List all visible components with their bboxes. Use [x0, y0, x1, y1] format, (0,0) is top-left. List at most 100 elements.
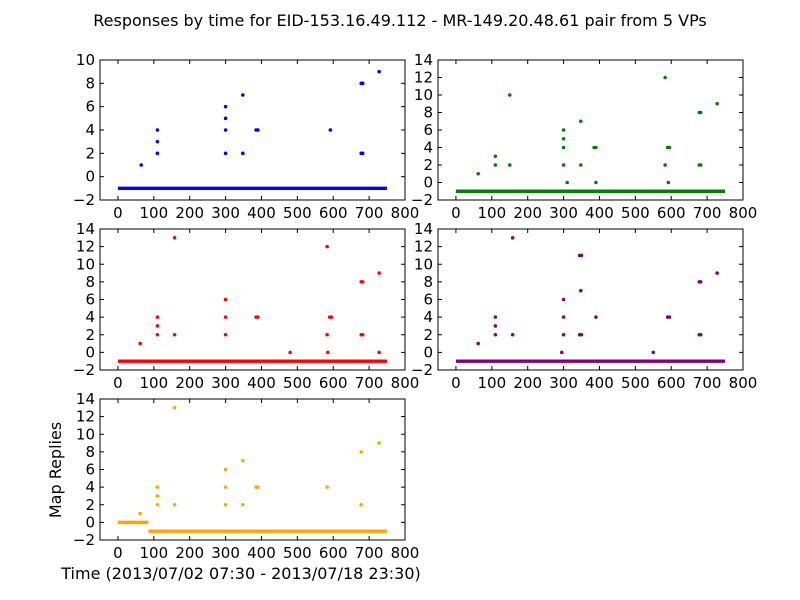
- data-point: [241, 502, 245, 507]
- y-tick-label: 8: [85, 273, 95, 291]
- y-tick-label: −2: [411, 191, 433, 209]
- data-point: [667, 315, 672, 319]
- data-point: [155, 151, 160, 156]
- x-tick-label: 100: [478, 204, 507, 222]
- y-tick-label: 8: [423, 273, 433, 291]
- x-tick-label: 200: [175, 544, 204, 562]
- x-tick-label: 300: [211, 204, 240, 222]
- data-point: [359, 450, 364, 454]
- data-point: [139, 163, 144, 167]
- data-point: [493, 332, 498, 337]
- y-tick-label: 14: [76, 220, 95, 238]
- y-tick-label: 10: [76, 51, 95, 69]
- y-tick-label: 12: [76, 238, 95, 256]
- figure-title: Responses by time for EID-153.16.49.112 …: [93, 11, 707, 30]
- data-point: [510, 236, 515, 240]
- data-point: [172, 502, 177, 507]
- data-point: [329, 315, 334, 319]
- data-point: [223, 332, 228, 337]
- data-point: [559, 350, 564, 355]
- data-point: [667, 145, 672, 150]
- y-tick-label: −2: [73, 531, 95, 549]
- data-point: [326, 350, 330, 355]
- data-point: [493, 315, 498, 319]
- data-point: [155, 494, 160, 498]
- x-tick-label: 200: [513, 204, 542, 222]
- y-tick-label: 0: [85, 513, 95, 531]
- axes-frame: [437, 59, 744, 201]
- y-tick-label: 2: [85, 496, 95, 514]
- x-tick-label: 100: [478, 374, 507, 392]
- axes-frame: [99, 59, 406, 201]
- x-tick-label: 500: [621, 204, 650, 222]
- data-point: [360, 280, 365, 284]
- y-tick-label: 14: [414, 220, 433, 238]
- x-tick-label: 200: [513, 374, 542, 392]
- data-point: [594, 180, 598, 185]
- data-point: [155, 139, 160, 144]
- y-tick-label: 14: [414, 51, 433, 69]
- y-tick-label: 10: [76, 255, 95, 273]
- x-tick-label: 0: [451, 374, 461, 392]
- y-tick-label: 10: [76, 425, 95, 443]
- data-point: [579, 253, 584, 258]
- data-point: [138, 341, 142, 346]
- data-point: [663, 75, 667, 80]
- data-point: [256, 315, 260, 319]
- data-point: [223, 315, 228, 319]
- y-tick-label: 10: [414, 86, 433, 104]
- data-point: [155, 502, 160, 507]
- x-tick-label: 100: [140, 374, 169, 392]
- data-point: [223, 128, 228, 132]
- data-point: [561, 315, 566, 319]
- y-tick-label: 8: [85, 443, 95, 461]
- y-tick-label: 4: [85, 121, 95, 139]
- x-tick-label: 100: [140, 544, 169, 562]
- data-point: [325, 244, 329, 249]
- x-tick-label: 400: [247, 544, 276, 562]
- subplot-top-left: 0 100 200 300 400 500 600 700 800 −2 0 2 4 6 8 10: [73, 51, 419, 222]
- data-point: [493, 154, 498, 159]
- data-point: [579, 288, 583, 293]
- axes-frame: [437, 228, 744, 371]
- data-point: [172, 236, 177, 240]
- x-tick-label: 700: [693, 204, 722, 222]
- data-point: [138, 511, 142, 516]
- data-point: [256, 485, 260, 489]
- y-tick-label: 0: [423, 174, 433, 192]
- y-tick-label: 2: [423, 326, 433, 344]
- data-point: [507, 163, 512, 167]
- data-point: [155, 128, 160, 132]
- x-tick-label: 300: [211, 544, 240, 562]
- y-tick-label: 2: [85, 144, 95, 162]
- data-point: [360, 151, 365, 156]
- y-tick-label: −2: [73, 361, 95, 379]
- data-point: [241, 151, 245, 156]
- data-point: [155, 485, 160, 489]
- x-tick-label: 700: [355, 204, 384, 222]
- x-tick-label: 0: [113, 374, 123, 392]
- x-tick-label: 700: [355, 544, 384, 562]
- x-tick-label: 400: [585, 204, 614, 222]
- data-point: [698, 280, 703, 284]
- y-tick-label: 6: [85, 98, 95, 116]
- data-point: [510, 332, 515, 337]
- data-point: [561, 163, 566, 167]
- x-tick-label: 200: [175, 204, 204, 222]
- x-tick-label: 0: [113, 204, 123, 222]
- data-point: [223, 485, 228, 489]
- data-point: [493, 163, 498, 167]
- y-tick-label: 0: [85, 343, 95, 361]
- data-point: [325, 332, 329, 337]
- x-tick-label: 400: [585, 374, 614, 392]
- x-tick-label: 600: [657, 204, 686, 222]
- x-tick-label: 500: [621, 374, 650, 392]
- x-tick-label: 600: [657, 374, 686, 392]
- data-point: [223, 151, 228, 156]
- data-point: [579, 163, 583, 167]
- data-point: [223, 116, 228, 121]
- data-point: [155, 324, 160, 328]
